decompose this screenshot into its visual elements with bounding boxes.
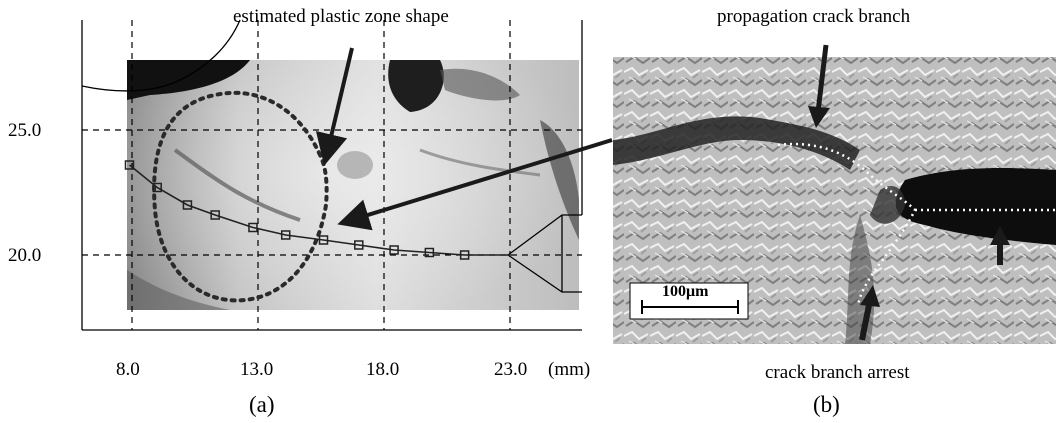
crack-point-marker: [280, 230, 291, 240]
propagation-label: propagation crack branch: [717, 6, 911, 27]
specimen-image: [127, 60, 579, 310]
crack-point-marker: [210, 210, 220, 220]
x-tick-label: 23.0: [494, 359, 528, 380]
crack-point-marker: [152, 182, 162, 193]
x-axis-unit: (mm): [548, 359, 591, 380]
scale-bar-label: 100μm: [662, 283, 709, 300]
crack-point-marker: [182, 200, 193, 210]
crack-path: [124, 160, 510, 260]
crack-point-marker: [389, 245, 399, 255]
panel-a: [81, 19, 613, 331]
grid-lines: [82, 20, 582, 330]
right-arrow: [990, 226, 1010, 265]
crack-point-marker: [459, 250, 470, 260]
link-arrow: [337, 138, 613, 231]
crack-point-marker: [124, 160, 135, 170]
plastic-zone-outline: [152, 90, 329, 303]
caption-a: (a): [249, 392, 275, 417]
bottom-arrow: [859, 285, 880, 341]
crack-point-marker: [424, 247, 435, 258]
y-tick-label: 20.0: [8, 245, 42, 266]
crack-point-marker: [248, 222, 258, 233]
caption-b: (b): [813, 392, 840, 417]
panel-b: [613, 44, 1056, 344]
axes-frame: [81, 19, 583, 331]
y-tick-label: 25.0: [8, 120, 42, 141]
crack-point-marker: [318, 235, 329, 245]
scale-bar: [629, 282, 749, 320]
x-tick-label: 13.0: [240, 359, 274, 380]
arrest-label: crack branch arrest: [765, 362, 910, 383]
crack-line: [128, 164, 510, 256]
crack-branch-trace: [777, 142, 917, 306]
top-arrow: [808, 44, 830, 128]
x-tick-label: 18.0: [366, 359, 400, 380]
plastic-zone-label: estimated plastic zone shape: [233, 6, 449, 27]
crack-point-marker: [354, 240, 364, 250]
x-tick-label: 8.0: [116, 359, 140, 380]
annotation-arrow: [315, 47, 354, 166]
